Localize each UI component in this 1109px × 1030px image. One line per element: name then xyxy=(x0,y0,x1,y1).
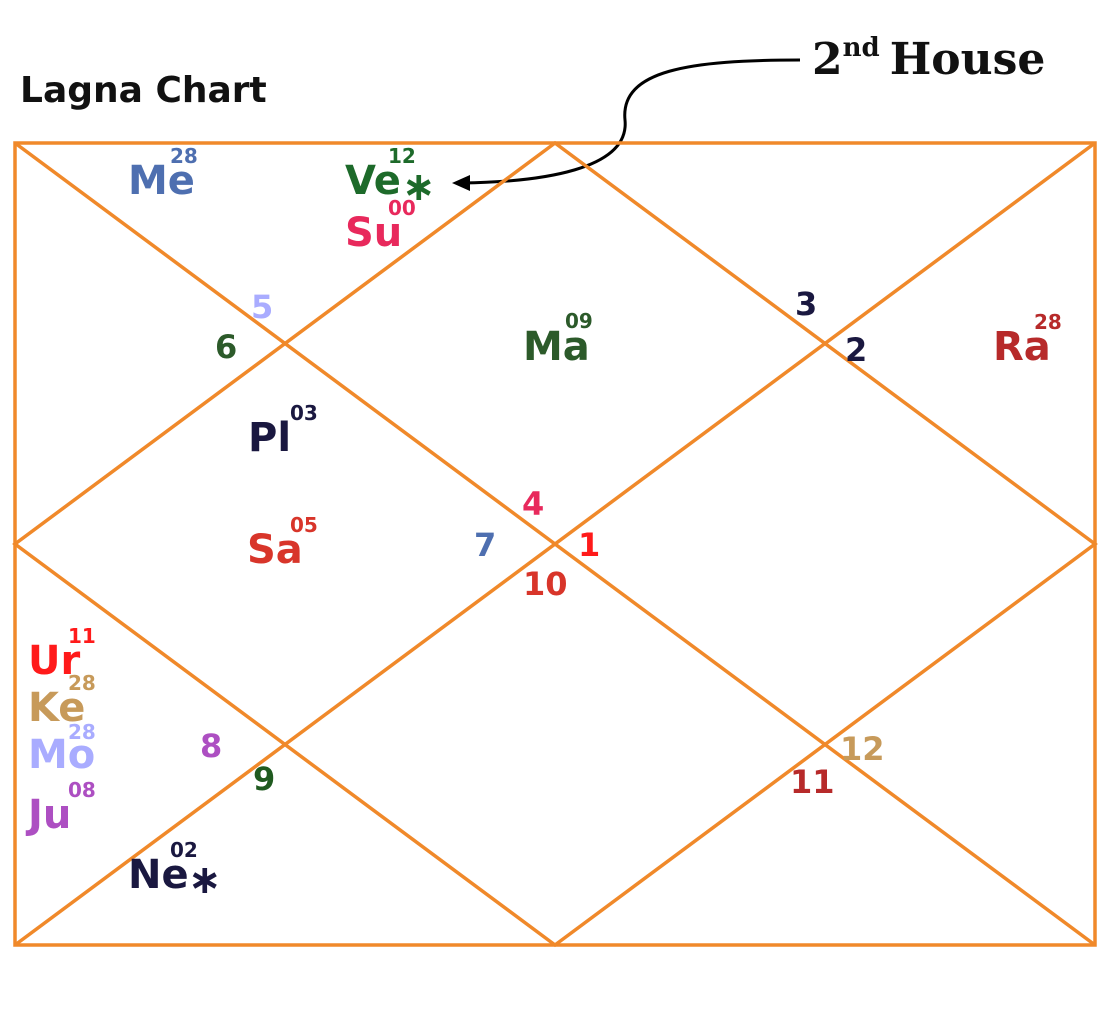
planet-sun: Su 00 xyxy=(345,196,416,256)
house-number-12: 12 xyxy=(840,730,885,768)
planet-abbr: Ju xyxy=(25,792,71,838)
planet-moon: Mo 28 xyxy=(28,720,96,778)
planet-abbr: Ne xyxy=(128,852,189,898)
planet-degree: 00 xyxy=(388,196,416,220)
house-number-3: 3 xyxy=(795,285,817,323)
planet-venus: Ve 12 ∗ xyxy=(345,144,436,210)
house-number-6: 6 xyxy=(215,328,237,366)
planet-abbr: Sa xyxy=(247,527,303,573)
planet-ketu: Ke 28 xyxy=(28,671,96,731)
annotation-word: House xyxy=(890,34,1046,85)
house-number-1: 1 xyxy=(578,526,600,564)
house-number-9: 9 xyxy=(253,760,275,798)
planet-saturn: Sa 05 xyxy=(247,513,318,573)
house-number-5: 5 xyxy=(251,288,273,326)
house-number-10: 10 xyxy=(523,565,568,603)
planet-abbr: Ra xyxy=(993,324,1051,370)
planet-abbr: Ma xyxy=(523,324,590,370)
house-annotation: 2nd House xyxy=(812,33,1045,85)
house-number-4: 4 xyxy=(522,485,544,523)
planet-pluto: Pl 03 xyxy=(248,401,318,461)
planet-degree: 28 xyxy=(170,144,198,168)
house-number-7: 7 xyxy=(474,526,496,564)
annotation-number: 2 xyxy=(812,34,843,85)
annotation-arrow xyxy=(452,58,801,191)
house-number-2: 2 xyxy=(845,331,867,369)
house-number-11: 11 xyxy=(790,763,835,801)
planet-abbr: Su xyxy=(345,210,402,256)
planet-uranus: Ur 11 xyxy=(28,624,96,684)
house-number-8: 8 xyxy=(200,727,222,765)
retrograde-marker: ∗ xyxy=(402,164,436,210)
planet-labels: Me 28 Ve 12 ∗ Su 00 Ma 09 Ra 28 Pl 03 Sa… xyxy=(25,144,1062,903)
planet-degree: 11 xyxy=(68,624,96,648)
planet-degree: 28 xyxy=(68,671,96,695)
retrograde-marker: ∗ xyxy=(188,857,222,903)
inner-diamond xyxy=(12,140,1098,948)
planet-abbr: Mo xyxy=(28,732,95,778)
planet-mercury: Me 28 xyxy=(128,144,198,204)
chart-title: Lagna Chart xyxy=(20,70,267,111)
planet-abbr: Me xyxy=(128,158,195,204)
planet-abbr: Ve xyxy=(345,158,401,204)
planet-mars: Ma 09 xyxy=(523,309,593,370)
chart-frame xyxy=(12,140,1098,948)
planet-abbr: Ur xyxy=(28,638,80,684)
planet-degree: 09 xyxy=(565,309,593,333)
annotation-superscript: nd xyxy=(843,33,880,63)
planet-abbr: Pl xyxy=(248,415,291,461)
arrow-curve xyxy=(461,58,801,185)
planet-degree: 02 xyxy=(170,838,198,862)
planet-abbr: Ke xyxy=(28,685,85,731)
planet-jupiter: Ju 08 xyxy=(25,778,96,838)
planet-neptune: Ne 02 ∗ xyxy=(128,838,222,903)
arrow-head xyxy=(452,175,470,191)
planet-rahu: Ra 28 xyxy=(993,310,1062,370)
planet-degree: 05 xyxy=(290,513,318,537)
planet-degree: 28 xyxy=(1034,310,1062,334)
house-numbers: 1 2 3 4 5 6 7 8 9 10 11 12 xyxy=(200,285,885,801)
planet-degree: 03 xyxy=(290,401,318,425)
planet-degree: 08 xyxy=(68,778,96,802)
diagonal-line xyxy=(13,141,1097,947)
planet-degree: 28 xyxy=(68,720,96,744)
planet-degree: 12 xyxy=(388,144,416,168)
